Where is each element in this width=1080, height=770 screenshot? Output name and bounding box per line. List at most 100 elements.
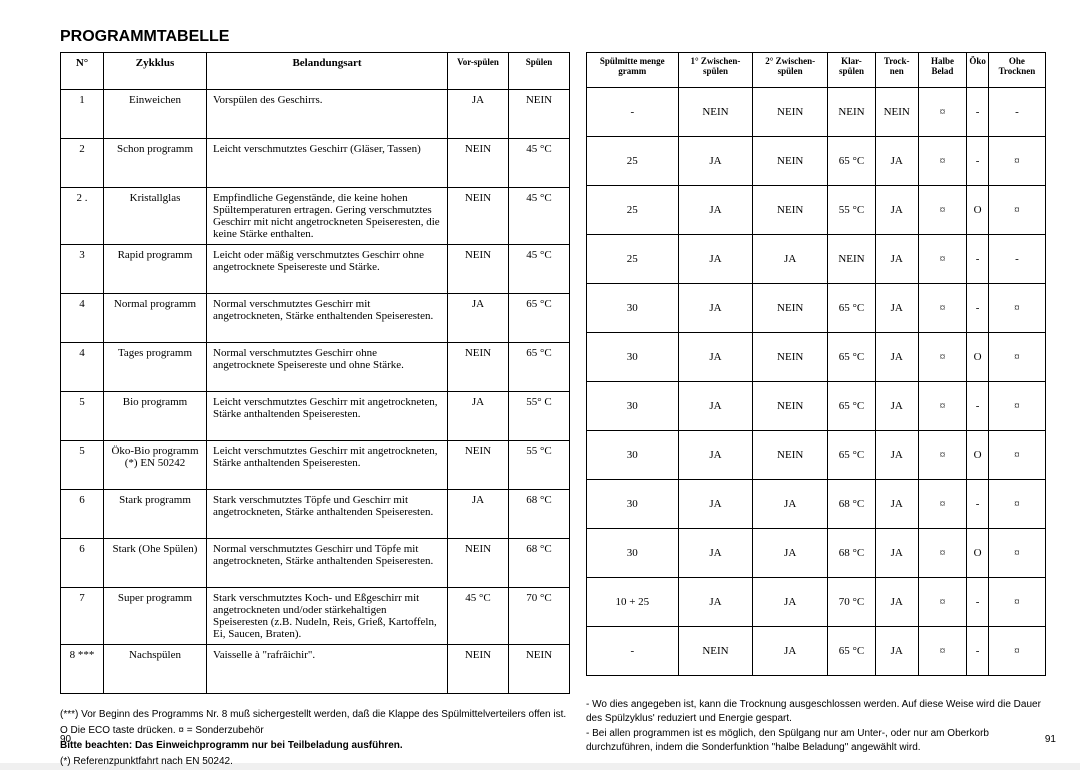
table-cell: NEIN [448, 539, 509, 588]
table-cell: Schon programm [104, 139, 207, 188]
left-notes: (***) Vor Beginn des Programms Nr. 8 muß… [60, 708, 570, 768]
table-cell: JA [875, 137, 918, 186]
table-cell: JA [678, 235, 753, 284]
table-cell: ¤ [988, 431, 1045, 480]
table-cell: 68 °C [509, 539, 570, 588]
table-cell: ¤ [988, 627, 1045, 676]
table-cell: Leicht verschmutztes Geschirr (Gläser, T… [207, 139, 448, 188]
table-cell: ¤ [988, 382, 1045, 431]
table-cell: Normal verschmutztes Geschirr mit angetr… [207, 294, 448, 343]
table-cell: 65 °C [828, 627, 876, 676]
table-cell: Stark (Ohe Spülen) [104, 539, 207, 588]
table-cell: 65 °C [828, 284, 876, 333]
table-row: 30JANEIN65 °CJA¤-¤ [587, 382, 1046, 431]
table-cell: Leicht verschmutztes Geschirr mit angetr… [207, 392, 448, 441]
table-cell: ¤ [918, 431, 967, 480]
note: - Bei allen programmen ist es möglich, d… [586, 727, 1046, 754]
table-cell: 4 [61, 294, 104, 343]
table-cell: - [967, 88, 989, 137]
table-cell: NEIN [678, 627, 753, 676]
table-cell: JA [875, 627, 918, 676]
table-row: 7Super programmStark verschmutztes Koch-… [61, 588, 570, 645]
table-cell: JA [448, 490, 509, 539]
table-cell: NEIN [753, 382, 828, 431]
hdr-zw2: 2° Zwischen-spülen [753, 53, 828, 88]
table-cell: 65 °C [509, 343, 570, 392]
table-row: 30JANEIN65 °CJA¤O¤ [587, 333, 1046, 382]
table-cell: 25 [587, 186, 679, 235]
table-cell: 68 °C [828, 529, 876, 578]
table-cell: NEIN [753, 137, 828, 186]
right-notes: - Wo dies angegeben ist, kann die Trockn… [586, 698, 1046, 754]
table-cell: NEIN [753, 88, 828, 137]
table-cell: JA [753, 578, 828, 627]
table-cell: 45 °C [509, 139, 570, 188]
table-cell: JA [753, 529, 828, 578]
table-cell: NEIN [875, 88, 918, 137]
table-row: 3Rapid programmLeicht oder mäßig verschm… [61, 245, 570, 294]
table-cell: ¤ [988, 529, 1045, 578]
table-cell: 30 [587, 382, 679, 431]
table-cell: JA [678, 284, 753, 333]
table-cell: 5 [61, 441, 104, 490]
table-row: 2 .KristallglasEmpfindliche Gegenstände,… [61, 188, 570, 245]
table-cell: ¤ [918, 186, 967, 235]
table-cell: ¤ [918, 284, 967, 333]
table-cell: 2 [61, 139, 104, 188]
table-cell: 30 [587, 284, 679, 333]
table-cell: 4 [61, 343, 104, 392]
columns-wrapper: N° Zykklus Belandungsart Vor-spülen Spül… [60, 52, 1056, 770]
table-row: 4Tages programmNormal verschmutztes Gesc… [61, 343, 570, 392]
table-cell: JA [753, 627, 828, 676]
note: O Die ECO taste drücken. ¤ = Sonderzubeh… [60, 724, 570, 738]
table-cell: 6 [61, 490, 104, 539]
table-cell: NEIN [448, 343, 509, 392]
table-cell: NEIN [448, 645, 509, 694]
right-table: Spülmitte menge gramm 1° Zwischen-spülen… [586, 52, 1046, 676]
table-cell: Leicht oder mäßig verschmutztes Geschirr… [207, 245, 448, 294]
hdr-belandung: Belandungsart [207, 53, 448, 90]
table-cell: 3 [61, 245, 104, 294]
table-cell: O [967, 186, 989, 235]
table-cell: NEIN [448, 188, 509, 245]
table-cell: JA [678, 480, 753, 529]
note: Bitte beachten: Das Einweichprogramm nur… [60, 739, 570, 753]
table-cell: 7 [61, 588, 104, 645]
page-title: PROGRAMMTABELLE [60, 28, 1056, 46]
table-row: 2Schon programmLeicht verschmutztes Gesc… [61, 139, 570, 188]
table-cell: ¤ [918, 333, 967, 382]
table-cell: JA [753, 235, 828, 284]
table-cell: ¤ [918, 480, 967, 529]
table-cell: JA [875, 578, 918, 627]
table-row: 30JAJA68 °CJA¤-¤ [587, 480, 1046, 529]
hdr-oko: Öko [967, 53, 989, 88]
table-cell: Stark verschmutztes Töpfe und Geschirr m… [207, 490, 448, 539]
page-number-left: 90 [60, 734, 71, 745]
table-cell: JA [875, 186, 918, 235]
table-cell: 55 °C [828, 186, 876, 235]
table-cell: Nachspülen [104, 645, 207, 694]
table-cell: - [967, 627, 989, 676]
table-cell: Vorspülen des Geschirrs. [207, 90, 448, 139]
hdr-spulen: Spülen [509, 53, 570, 90]
table-row: 25JAJANEINJA¤-- [587, 235, 1046, 284]
table-cell: JA [875, 284, 918, 333]
table-cell: NEIN [753, 333, 828, 382]
table-row: -NEINJA65 °CJA¤-¤ [587, 627, 1046, 676]
table-cell: JA [875, 431, 918, 480]
table-cell: JA [875, 333, 918, 382]
table-row: 10 + 25JAJA70 °CJA¤-¤ [587, 578, 1046, 627]
left-table: N° Zykklus Belandungsart Vor-spülen Spül… [60, 52, 570, 694]
table-cell: O [967, 431, 989, 480]
table-cell: Normal programm [104, 294, 207, 343]
table-cell: Einweichen [104, 90, 207, 139]
table-row: 30JAJA68 °CJA¤O¤ [587, 529, 1046, 578]
table-cell: Stark verschmutztes Koch- und Eßgeschirr… [207, 588, 448, 645]
table-cell: Kristallglas [104, 188, 207, 245]
table-row: 25JANEIN55 °CJA¤O¤ [587, 186, 1046, 235]
table-cell: 45 °C [509, 245, 570, 294]
table-cell: 65 °C [509, 294, 570, 343]
table-cell: 55 °C [509, 441, 570, 490]
hdr-zw1: 1° Zwischen-spülen [678, 53, 753, 88]
table-cell: 5 [61, 392, 104, 441]
